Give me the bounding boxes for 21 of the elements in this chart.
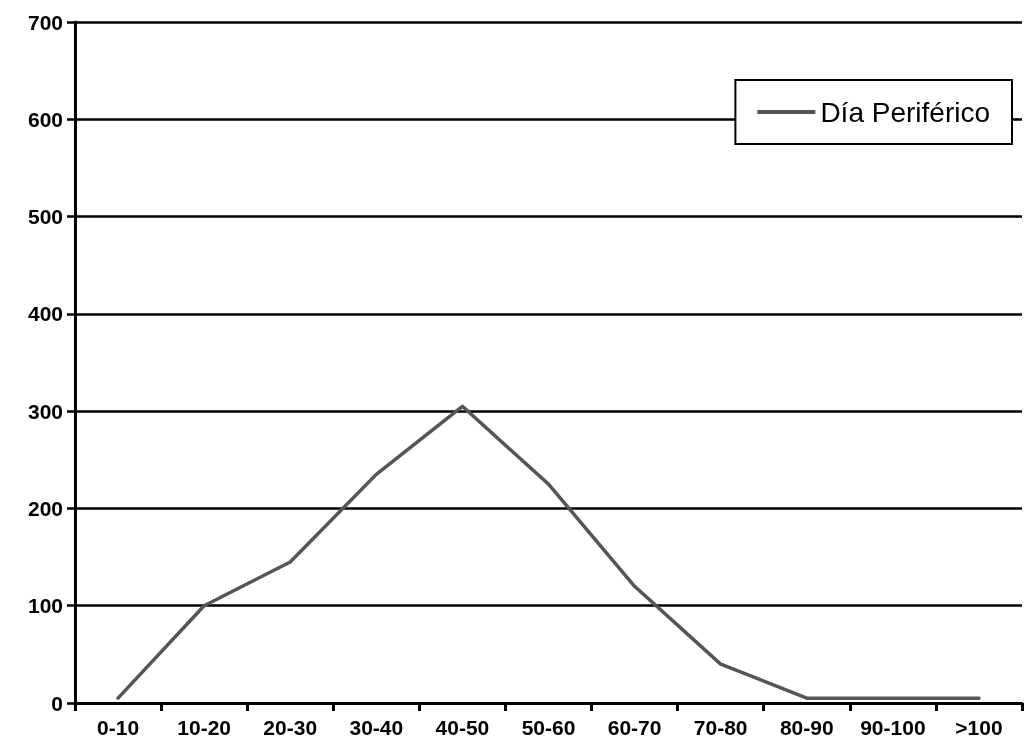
- x-tick-label: 20-30: [263, 716, 318, 739]
- x-tick-label: 0-10: [97, 716, 140, 739]
- line-series: [116, 404, 981, 700]
- y-tick-label: 300: [27, 399, 63, 423]
- x-tick-label: 40-50: [435, 716, 490, 739]
- x-tick-label: 70-80: [693, 716, 748, 739]
- y-tick-label: 200: [27, 496, 63, 520]
- x-tick-label: 80-90: [779, 716, 834, 739]
- y-tick-label: 0: [51, 691, 63, 715]
- x-tick-label: >100: [955, 716, 1003, 739]
- y-tick-label: 400: [27, 302, 63, 326]
- x-tick-label: 60-70: [607, 716, 662, 739]
- x-tick-label: 90-100: [860, 716, 926, 739]
- x-tick-label: 50-60: [521, 716, 576, 739]
- x-tick-label: 30-40: [349, 716, 404, 739]
- y-tick-label: 100: [27, 594, 63, 618]
- y-tick-label: 600: [27, 107, 63, 131]
- legend-label: Día Periférico: [820, 96, 991, 128]
- x-tick-label: 10-20: [177, 716, 231, 739]
- y-tick-label: 500: [27, 205, 63, 229]
- y-tick-label: 700: [27, 10, 63, 34]
